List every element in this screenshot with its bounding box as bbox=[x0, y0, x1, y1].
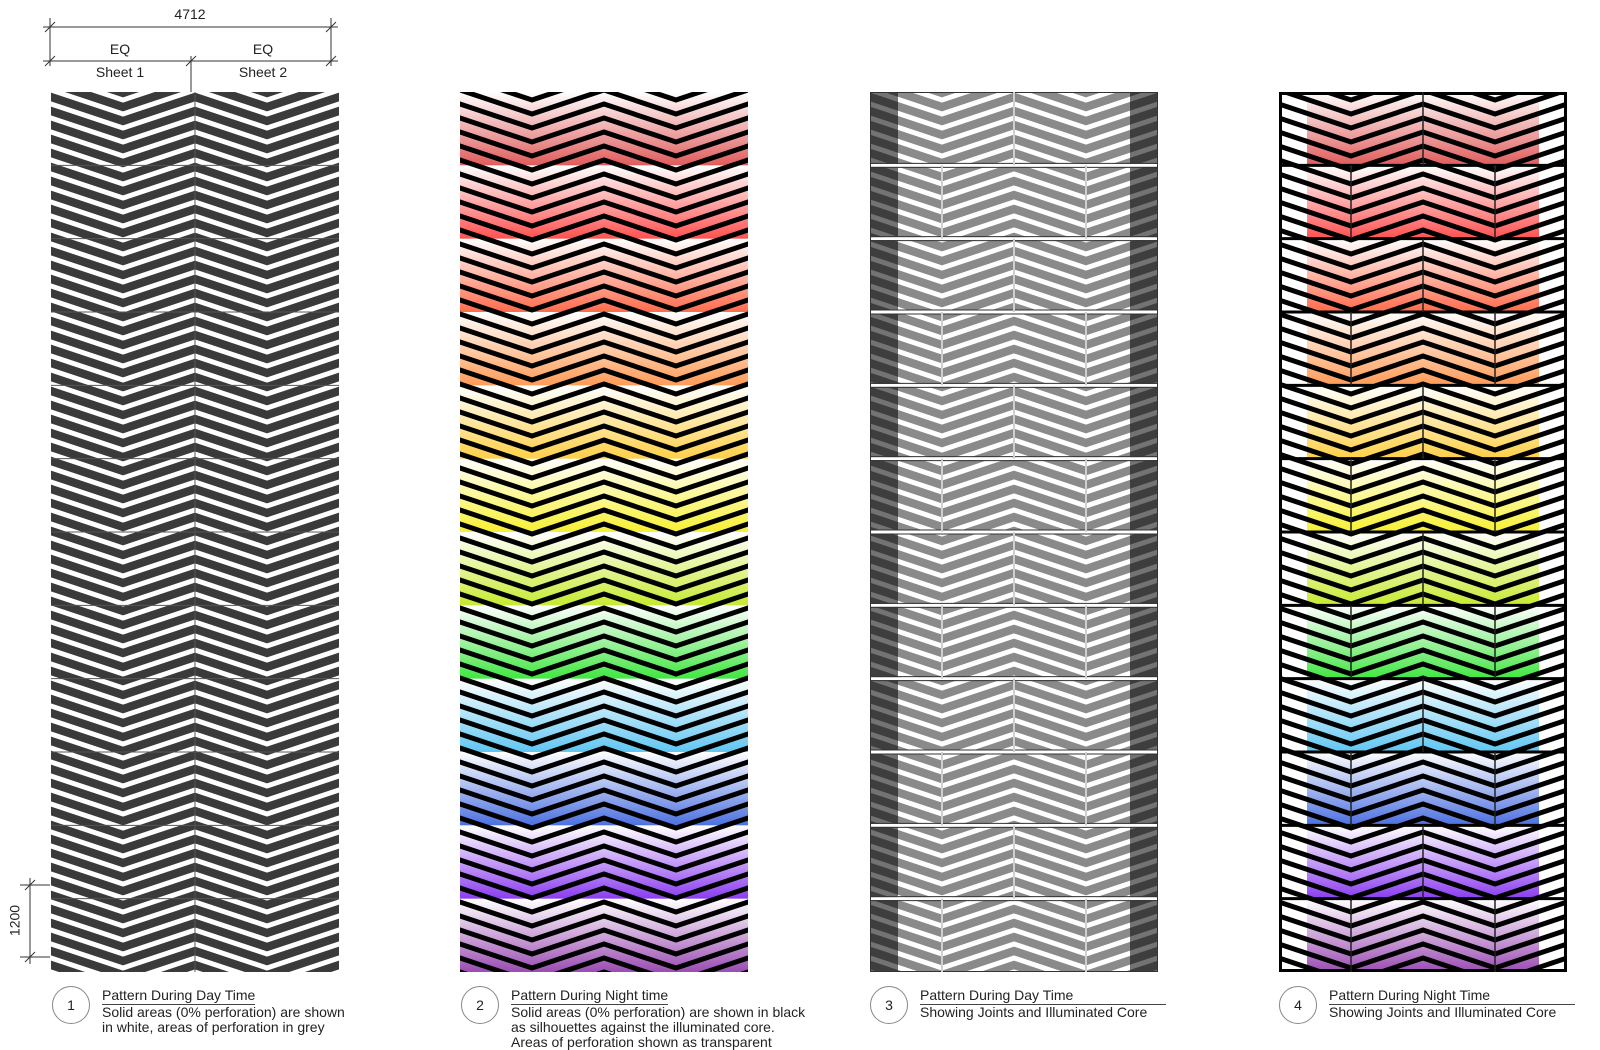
module-height-label: 1200 bbox=[6, 904, 23, 937]
caption-line: Areas of perforation shown as transparen… bbox=[511, 1034, 772, 1050]
caption-line: Showing Joints and Illuminated Core bbox=[1329, 1004, 1557, 1020]
caption-line: Showing Joints and Illuminated Core bbox=[920, 1004, 1148, 1020]
caption-line: as silhouettes against the illuminated c… bbox=[511, 1019, 775, 1035]
caption-title: Pattern During Night Time bbox=[1329, 988, 1575, 1005]
caption-title: Pattern During Night time bbox=[511, 987, 669, 1005]
eq-right-label: EQ bbox=[252, 41, 274, 57]
caption-text: Solid areas (0% perforation) are shown i… bbox=[102, 1005, 345, 1035]
caption-line: in white, areas of perforation in grey bbox=[102, 1019, 325, 1035]
caption-title: Pattern During Day Time bbox=[920, 988, 1166, 1005]
caption-line: Solid areas (0% perforation) are shown bbox=[102, 1004, 345, 1020]
caption-line: Solid areas (0% perforation) are shown i… bbox=[511, 1004, 806, 1020]
caption-text: Solid areas (0% perforation) are shown i… bbox=[511, 1005, 805, 1050]
day-pattern-graphic bbox=[51, 92, 339, 972]
caption-text: Showing Joints and Illuminated Core bbox=[920, 1005, 1147, 1020]
sheet1-label: Sheet 1 bbox=[95, 64, 145, 80]
caption-number: 1 bbox=[52, 986, 90, 1024]
panel-night-pattern bbox=[460, 92, 748, 972]
caption-title: Pattern During Day Time bbox=[102, 987, 256, 1005]
panel-night-joints bbox=[1279, 92, 1567, 972]
overall-dimension: 4712 bbox=[174, 6, 206, 22]
eq-left-label: EQ bbox=[109, 41, 131, 57]
caption-number: 3 bbox=[870, 986, 908, 1024]
night-pattern-graphic bbox=[460, 92, 748, 972]
caption-text: Showing Joints and Illuminated Core bbox=[1329, 1005, 1556, 1020]
day-joints-graphic bbox=[870, 92, 1158, 972]
caption-number: 4 bbox=[1279, 986, 1317, 1024]
caption-number: 2 bbox=[461, 986, 499, 1024]
sheet2-label: Sheet 2 bbox=[238, 64, 288, 80]
night-joints-graphic bbox=[1279, 92, 1567, 972]
panel-day-joints bbox=[870, 92, 1158, 972]
panel-day-pattern bbox=[51, 92, 339, 972]
